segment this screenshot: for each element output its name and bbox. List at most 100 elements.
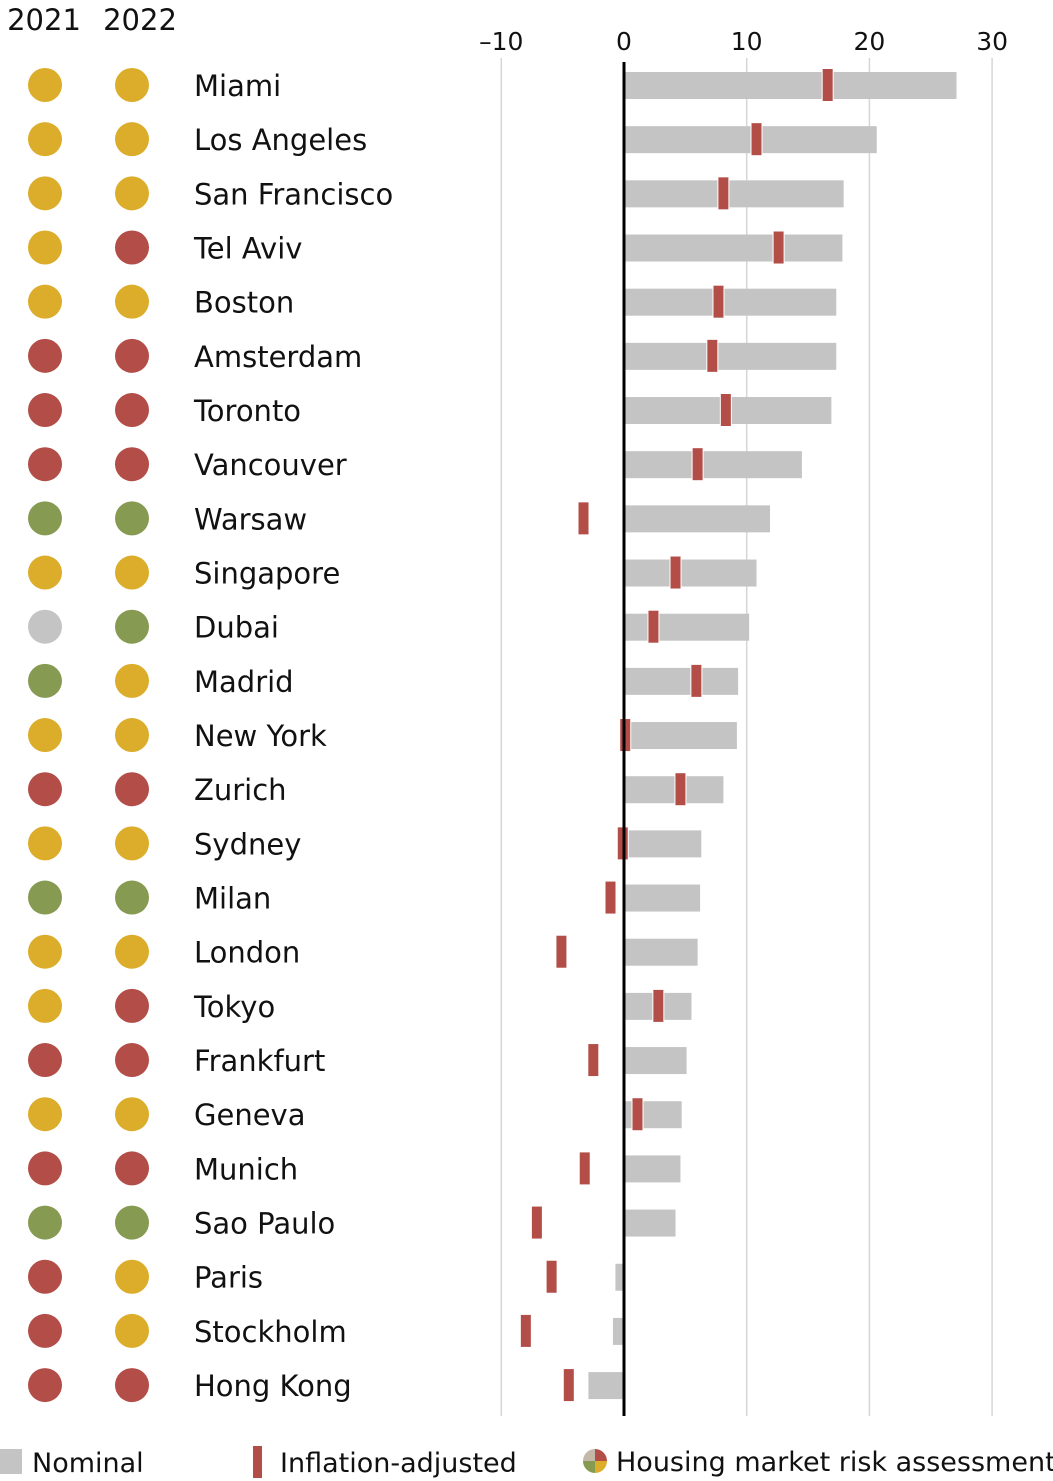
risk-dot-2021 — [28, 68, 62, 102]
inflation-adjusted-marker — [556, 935, 567, 968]
risk-dot-2021 — [28, 230, 62, 265]
inflation-adjusted-marker — [691, 664, 702, 697]
risk-dot-2022 — [115, 122, 149, 157]
risk-dot-2021 — [28, 338, 62, 373]
risk-dot-2021 — [28, 1043, 62, 1078]
risk-dot-2021 — [28, 555, 62, 590]
legend-inflation-swatch — [253, 1446, 262, 1478]
city-label: Los Angeles — [194, 123, 367, 157]
city-label: Frankfurt — [194, 1044, 325, 1078]
inflation-adjusted-marker — [713, 285, 724, 318]
city-label: Singapore — [194, 557, 340, 591]
risk-dot-2022 — [115, 230, 149, 265]
inflation-adjusted-marker — [546, 1260, 557, 1293]
x-tick-label: 30 — [976, 27, 1008, 56]
inflation-adjusted-marker — [751, 123, 762, 156]
city-label: Dubai — [194, 611, 279, 645]
risk-dot-2021 — [28, 772, 62, 807]
nominal-bar — [624, 342, 837, 370]
risk-dot-2021 — [28, 609, 62, 644]
risk-dot-2022 — [115, 1205, 149, 1240]
city-label: Madrid — [194, 665, 294, 699]
nominal-bar — [624, 72, 957, 99]
column-header-2021: 2021 — [7, 3, 81, 37]
risk-dot-2022 — [115, 880, 149, 915]
risk-dot-2021 — [28, 447, 62, 482]
nominal-bar — [612, 1317, 624, 1345]
city-label: Miami — [194, 69, 281, 103]
nominal-bar — [624, 126, 877, 154]
city-label: Sydney — [194, 827, 301, 861]
risk-dot-2022 — [115, 1097, 149, 1132]
legend-nominal-label: Nominal — [32, 1448, 144, 1479]
risk-dot-2021 — [28, 1205, 62, 1240]
nominal-bar — [624, 938, 698, 966]
risk-dot-2022 — [115, 1313, 149, 1348]
legend-risk-label: Housing market risk assessment — [616, 1447, 1053, 1478]
city-label: Tokyo — [193, 990, 275, 1024]
risk-dot-2022 — [115, 338, 149, 373]
inflation-adjusted-marker — [632, 1098, 643, 1131]
column-header-2022: 2022 — [103, 3, 177, 37]
inflation-adjusted-marker — [578, 502, 589, 535]
inflation-adjusted-marker — [692, 448, 703, 481]
inflation-adjusted-marker — [670, 556, 681, 589]
inflation-adjusted-marker — [588, 1044, 599, 1077]
inflation-adjusted-marker — [718, 177, 729, 210]
risk-dot-2022 — [115, 176, 149, 211]
city-label: Munich — [194, 1152, 298, 1186]
inflation-adjusted-marker — [605, 881, 616, 914]
risk-dot-2022 — [115, 934, 149, 969]
risk-dot-2022 — [115, 1043, 149, 1078]
nominal-bar — [624, 559, 757, 587]
risk-dot-2021 — [28, 1097, 62, 1132]
risk-dot-2022 — [115, 1151, 149, 1186]
risk-dot-2021 — [28, 393, 62, 428]
nominal-bar — [624, 180, 844, 208]
city-label: Zurich — [194, 773, 287, 807]
x-tick-label: 10 — [731, 27, 763, 56]
legend-inflation-label: Inflation-adjusted — [280, 1448, 517, 1479]
nominal-bar — [624, 722, 737, 750]
risk-dot-2021 — [28, 1151, 62, 1186]
city-label: Stockholm — [194, 1315, 347, 1349]
nominal-bar — [624, 505, 771, 533]
nominal-bar — [615, 1263, 624, 1291]
nominal-bar — [624, 1155, 681, 1183]
nominal-bar — [624, 776, 724, 804]
risk-dot-2021 — [28, 934, 62, 969]
risk-dot-2021 — [28, 284, 62, 319]
inflation-adjusted-marker — [648, 610, 659, 643]
risk-dot-2022 — [115, 501, 149, 536]
risk-dot-2022 — [115, 68, 149, 102]
nominal-bar — [624, 667, 739, 695]
inflation-adjusted-marker — [653, 989, 664, 1022]
inflation-adjusted-marker — [520, 1314, 531, 1347]
x-tick-label: –10 — [479, 27, 523, 56]
city-label: London — [194, 936, 300, 970]
legend-nominal-swatch — [0, 1449, 22, 1474]
risk-dot-2021 — [28, 718, 62, 753]
city-label: Sao Paulo — [194, 1207, 335, 1241]
risk-dot-2021 — [28, 663, 62, 698]
risk-dot-2022 — [115, 826, 149, 861]
x-tick-label: 20 — [853, 27, 885, 56]
nominal-bar — [624, 288, 837, 316]
risk-dot-2022 — [115, 1368, 149, 1403]
city-label: Warsaw — [194, 502, 307, 536]
risk-dot-2022 — [115, 447, 149, 482]
risk-dot-2021 — [28, 176, 62, 211]
risk-dot-2022 — [115, 988, 149, 1023]
inflation-adjusted-marker — [579, 1152, 590, 1185]
nominal-bar — [624, 451, 802, 479]
city-label: Amsterdam — [194, 340, 362, 374]
risk-dot-2021 — [28, 988, 62, 1023]
legend: Nominal Inflation-adjusted Housing marke… — [0, 1446, 1053, 1479]
inflation-adjusted-marker — [707, 339, 718, 372]
city-label: San Francisco — [194, 177, 393, 211]
nominal-bar — [624, 1047, 687, 1075]
risk-dot-2022 — [115, 284, 149, 319]
nominal-bar — [624, 234, 843, 262]
legend-risk-pie-icon — [583, 1449, 607, 1473]
